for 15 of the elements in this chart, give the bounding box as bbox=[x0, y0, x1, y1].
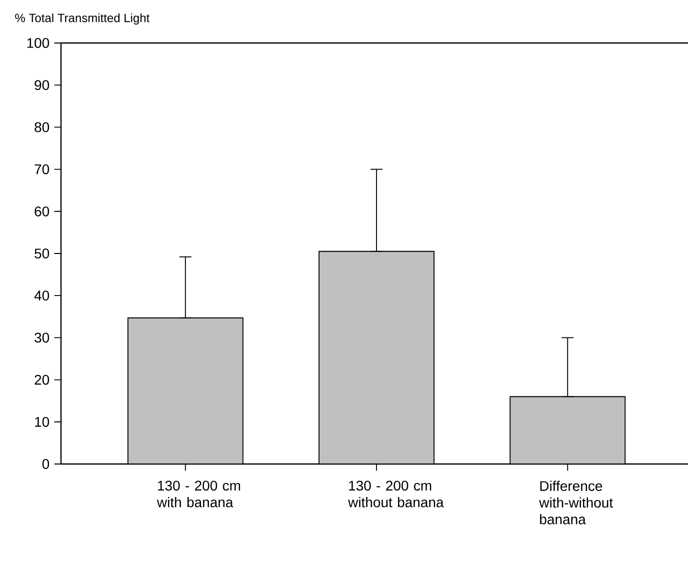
x-tick-label: 130 - 200 cm without banana bbox=[348, 480, 444, 508]
y-tick-label: 40 bbox=[34, 290, 50, 301]
y-tick-label: 20 bbox=[34, 374, 50, 385]
y-tick-label: 50 bbox=[34, 248, 50, 258]
y-tick-label: 90 bbox=[34, 80, 50, 90]
y-axis-title: % Total Transmitted Light bbox=[15, 13, 150, 25]
x-tick-label: 130 - 200 cm with banana bbox=[156, 480, 240, 508]
y-tick-label: 30 bbox=[34, 332, 50, 343]
x-tick-label: Difference with-without banana bbox=[539, 480, 613, 524]
y-tick-label: 0 bbox=[42, 459, 50, 469]
y-tick-label: 10 bbox=[35, 416, 50, 427]
y-tick-label: 100 bbox=[27, 38, 50, 48]
y-tick-label: 60 bbox=[34, 206, 50, 216]
y-tick-label: 80 bbox=[34, 122, 50, 132]
y-tick-label: 70 bbox=[34, 164, 50, 174]
